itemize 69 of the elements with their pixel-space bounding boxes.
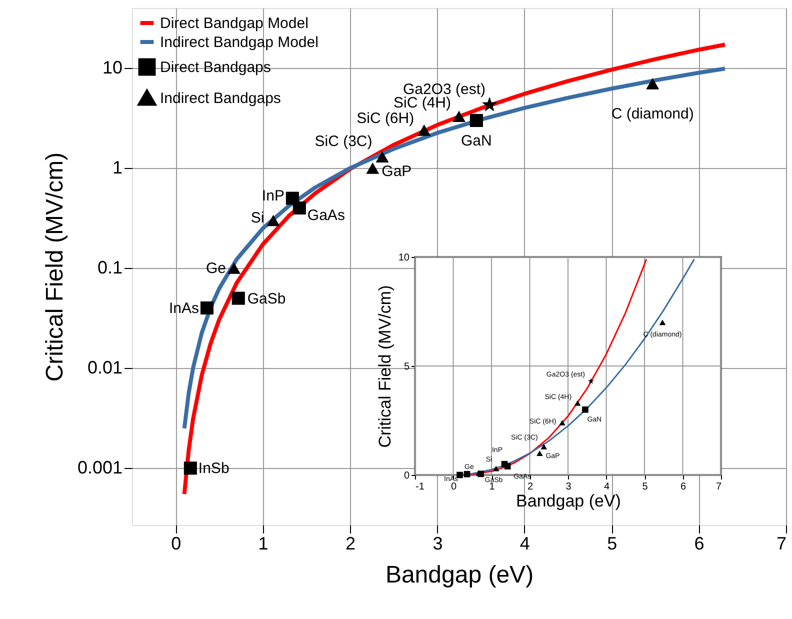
legend-label: Indirect Bandgaps <box>160 90 281 107</box>
point <box>470 114 483 127</box>
annotation: Si <box>250 209 264 226</box>
annotation: SiC (6H) <box>356 110 414 128</box>
point <box>456 472 463 478</box>
point <box>659 320 666 326</box>
x-tick-label: 5 <box>607 534 618 554</box>
point <box>266 214 280 226</box>
annotation: GaAs <box>307 206 345 224</box>
x-tick-label: 1 <box>258 534 268 554</box>
y-tick-label: 0.01 <box>87 358 122 378</box>
point <box>588 378 594 384</box>
annotation: InSb <box>198 460 230 478</box>
x-tick-label: 6 <box>680 482 686 492</box>
annotation: InP <box>262 187 284 204</box>
x-tick-label: 0 <box>450 482 457 492</box>
point <box>492 466 500 472</box>
y-tick-label: 1 <box>112 158 122 178</box>
point <box>464 470 470 478</box>
y-axis-title: Critical Field (MV/cm) <box>41 152 68 382</box>
x-axis-title: Bandgap (eV) <box>516 492 621 510</box>
point <box>574 400 581 406</box>
point <box>232 292 245 305</box>
x-tick-label: 2 <box>345 534 356 554</box>
x-tick-label: 3 <box>566 482 572 492</box>
point <box>366 162 380 174</box>
annotation: GaN <box>461 132 492 150</box>
point <box>504 463 511 470</box>
x-tick-label: 7 <box>716 482 722 492</box>
y-tick-label: 10 <box>398 252 410 264</box>
y-tick-label: 10 <box>102 58 122 78</box>
x-tick-label: -1 <box>416 482 425 492</box>
point <box>418 124 431 136</box>
y-tick-label: 5 <box>404 362 410 372</box>
point <box>228 262 241 274</box>
point <box>540 444 548 450</box>
y-tick-label: 0.001 <box>77 458 122 478</box>
legend-label: Direct Bandgaps <box>160 59 271 76</box>
point <box>646 78 660 90</box>
point <box>582 406 588 413</box>
legend-label: Indirect Bandgap Model <box>160 34 318 51</box>
x-tick-label: 1 <box>489 482 496 492</box>
y-tick-label: 0.1 <box>97 258 122 278</box>
point <box>200 301 214 314</box>
y-tick-label: 0 <box>404 470 410 482</box>
x-tick-label: 3 <box>432 534 443 554</box>
y-axis-title: Critical Field (MV/cm) <box>375 285 394 448</box>
x-tick-label: 2 <box>527 482 534 492</box>
annotation: SiC (3C) <box>314 132 372 150</box>
annotation: GaSb <box>247 290 286 308</box>
annotation: C (diamond) <box>611 106 694 123</box>
point <box>184 462 197 475</box>
point <box>452 110 466 122</box>
x-tick-label: 4 <box>520 534 530 554</box>
legend-label: Direct Bandgap Model <box>160 15 308 32</box>
x-tick-label: 5 <box>642 482 648 492</box>
x-tick-label: 4 <box>604 482 610 492</box>
point <box>559 420 566 426</box>
x-tick-label: 0 <box>171 534 182 554</box>
annotation: Ge <box>206 260 226 278</box>
point <box>536 450 543 456</box>
point <box>376 151 389 162</box>
x-tick-label: 6 <box>694 534 704 554</box>
point <box>482 96 498 112</box>
x-tick-label: 7 <box>776 534 786 554</box>
point <box>292 201 306 214</box>
annotation: InAs <box>168 300 199 317</box>
annotation: GaP <box>382 163 412 180</box>
x-axis-title: Bandgap (eV) <box>385 562 534 588</box>
